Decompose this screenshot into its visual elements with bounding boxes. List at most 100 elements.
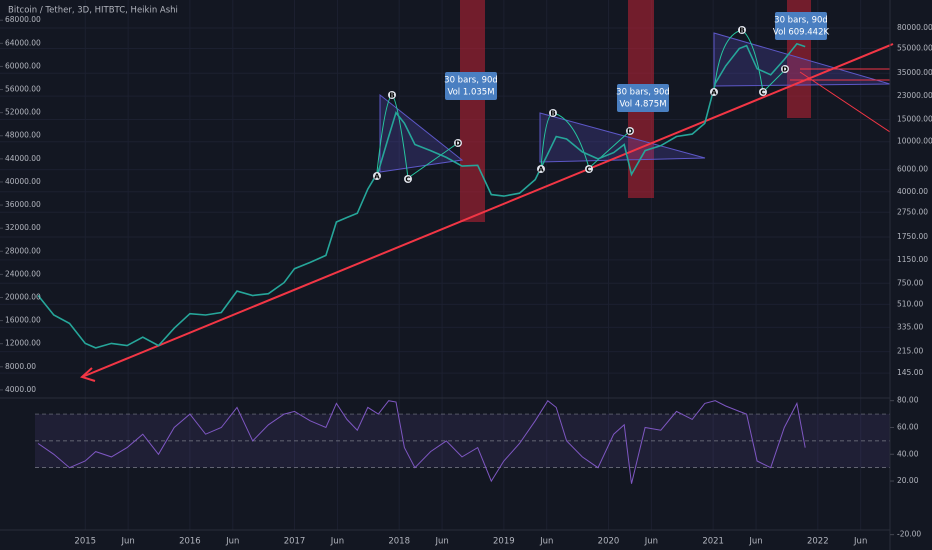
y2-tick-label: 10000.00: [897, 137, 932, 146]
pattern-point: [585, 165, 593, 173]
pattern-point: [759, 88, 767, 96]
plot: [37, 42, 806, 484]
drawings: [80, 0, 894, 382]
y2-tick-label: 335.00: [897, 322, 923, 331]
y-tick-label: 52000.00: [5, 108, 41, 117]
x-tick-label: Jun: [853, 537, 867, 547]
x-tick-label: 2021: [702, 537, 724, 547]
pattern-point: [626, 127, 634, 135]
pattern-label: D: [627, 128, 633, 136]
y2-tick-label: 215.00: [897, 347, 923, 356]
pattern-point: [549, 109, 557, 117]
x-tick-label: 2019: [493, 537, 515, 547]
x-tick-label: Jun: [225, 537, 239, 547]
x-tick-label: Jun: [644, 537, 658, 547]
y-tick-label: 36000.00: [5, 200, 41, 209]
grid: [0, 0, 890, 530]
trend-arrow: [80, 367, 96, 382]
pattern-label: B: [389, 92, 394, 100]
y2-tick-label: 35000.00: [897, 68, 932, 77]
x-tick-label: 2022: [807, 537, 829, 547]
pattern-label: C: [586, 166, 591, 174]
y-tick-label: 32000.00: [5, 223, 41, 232]
pattern-label: A: [538, 166, 544, 174]
y2-tick-label: 750.00: [897, 278, 923, 287]
y-tick-label: 20.00: [897, 476, 919, 485]
pattern-triangle: [379, 93, 464, 173]
pattern-point: [781, 65, 789, 73]
x-tick-label: Jun: [748, 537, 762, 547]
y2-tick-label: 2750.00: [897, 207, 928, 216]
pattern-point: [738, 26, 746, 34]
callout-text: Vol 4.875M: [619, 100, 666, 110]
y-tick-label: 44000.00: [5, 154, 41, 163]
y2-tick-label: 510.00: [897, 299, 923, 308]
pattern-triangle: [713, 32, 891, 87]
pattern-label: A: [374, 173, 380, 181]
y-tick-label: 8000.00: [5, 362, 36, 371]
y-tick-label: 68000.00: [5, 15, 41, 24]
pattern-label: C: [405, 176, 410, 184]
pattern-point: [404, 175, 412, 183]
y-tick-label: 64000.00: [5, 38, 41, 47]
callout-box: [445, 72, 497, 100]
y-tick-label: 40.00: [897, 449, 919, 458]
pattern-label: C: [760, 89, 765, 97]
y-tick-label: 80.00: [897, 396, 919, 405]
y2-tick-label: 15000.00: [897, 115, 932, 124]
pattern-label: D: [782, 66, 788, 74]
pattern-point: [454, 139, 462, 147]
x-tick-label: Jun: [330, 537, 344, 547]
labels: 2015 Jun 2016 Jun 2017 Jun 2018 Jun 2019 Jun 2020 J…: [0, 12, 932, 547]
y2-tick-label: 1150.00: [897, 255, 928, 264]
pattern-point: [710, 88, 718, 96]
y-tick-label: 24000.00: [5, 269, 41, 278]
pattern-point: [373, 172, 381, 180]
pattern-point: [388, 91, 396, 99]
x-tick-label: 2018: [388, 537, 410, 547]
x-tick-label: Jun: [434, 537, 448, 547]
y2-tick-label: 55000.00: [897, 44, 932, 53]
y-tick-label: 28000.00: [5, 246, 41, 255]
callout-text: 30 bars, 90d: [444, 76, 498, 86]
pattern-point: [537, 165, 545, 173]
y-tick-label: 12000.00: [5, 339, 41, 348]
y2-tick-label: 80000.00: [897, 23, 932, 32]
y2-tick-label: 145.00: [897, 368, 923, 377]
pattern-label: A: [711, 89, 717, 97]
drawn-line: [799, 71, 891, 133]
x-tick-label: 2020: [598, 537, 620, 547]
pattern-label: D: [455, 140, 461, 148]
highlight-zone: [460, 0, 485, 222]
callout-text: Vol 609.442K: [773, 28, 830, 38]
pattern-label: B: [550, 110, 555, 118]
rsi-line: [37, 399, 806, 484]
y-tick-label: 56000.00: [5, 85, 41, 94]
y2-tick-label: 6000.00: [897, 165, 928, 174]
y-tick-label: 48000.00: [5, 131, 41, 140]
x-tick-label: 2017: [284, 537, 306, 547]
trend-line: [81, 43, 894, 378]
y-tick-label: 4000.00: [5, 385, 36, 394]
x-tick-label: 2015: [74, 537, 96, 547]
y-tick-label: 20000.00: [5, 292, 41, 301]
y-tick-label: -20.00: [897, 530, 921, 539]
callout-text: Vol 1.035M: [447, 88, 494, 98]
price-line: [37, 42, 806, 349]
y-tick-label: 16000.00: [5, 316, 41, 325]
y-tick-label: 40000.00: [5, 177, 41, 186]
x-tick-label: 2016: [179, 537, 201, 547]
callout-box: [775, 12, 827, 40]
pattern-label: B: [739, 27, 744, 35]
y2-tick-label: 4000.00: [897, 187, 928, 196]
y-tick-label: 60.00: [897, 422, 919, 431]
y-tick-label: 60000.00: [5, 61, 41, 70]
y2-tick-label: 23000.00: [897, 91, 932, 100]
callout-text: 30 bars, 90d: [774, 16, 828, 26]
y2-tick-label: 1750.00: [897, 232, 928, 241]
x-tick-label: Jun: [539, 537, 553, 547]
callout-box: [617, 84, 669, 112]
chart-title: Bitcoin / Tether, 3D, HITBTC, Heikin Ash…: [8, 6, 178, 16]
